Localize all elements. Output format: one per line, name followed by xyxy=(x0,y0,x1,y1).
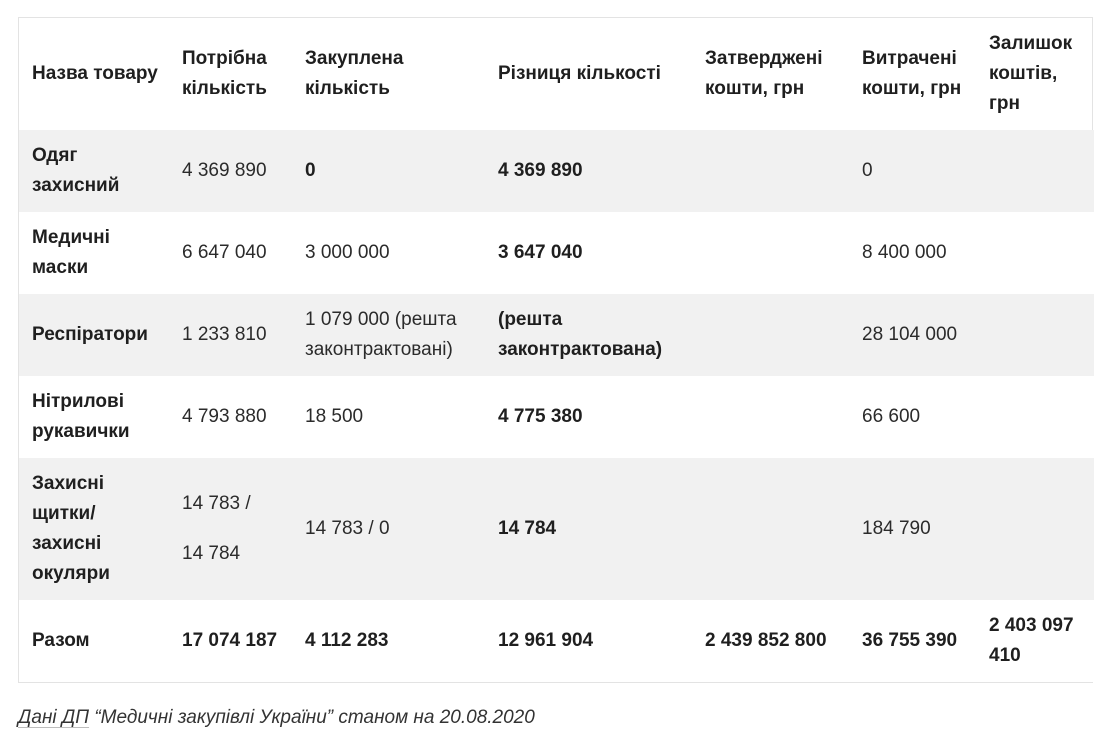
source-link[interactable]: Дані ДП xyxy=(18,707,90,728)
cell-approved-funds xyxy=(692,376,849,458)
cell-qty-difference: 3 647 040 xyxy=(498,242,583,263)
cell-approved-funds xyxy=(692,130,849,212)
cell-remaining-funds xyxy=(976,212,1094,294)
table-header-row: Назва товару Потрібна кількість Закуплен… xyxy=(19,18,1094,130)
cell-approved-funds xyxy=(692,458,849,600)
cell-needed-qty: 1 233 810 xyxy=(182,324,267,345)
header-remaining-funds: Залишок коштів, грн xyxy=(989,33,1073,114)
cell-needed-qty: 4 369 890 xyxy=(182,160,267,181)
cell-total-qty-difference: 12 961 904 xyxy=(498,630,594,651)
needed-qty-stack: 14 783 / 14 784 xyxy=(182,489,284,569)
cell-purchased-qty: 0 xyxy=(305,160,316,181)
cell-product-name: Медичні маски xyxy=(32,227,110,278)
table-total-row: Разом 17 074 187 4 112 283 12 961 904 2 … xyxy=(19,600,1094,682)
cell-purchased-qty: 14 783 / 0 xyxy=(305,518,390,539)
caption-text: “Медичні закупівлі України” станом на 20… xyxy=(89,707,535,728)
table-row: Респіратори 1 233 810 1 079 000 (решта з… xyxy=(19,294,1094,376)
header-approved-funds: Затверджені кошти, грн xyxy=(705,48,823,99)
table-caption: Дані ДП “Медичні закупівлі України” стан… xyxy=(18,703,535,733)
cell-total-spent-funds: 36 755 390 xyxy=(862,630,958,651)
needed-qty-line-1: 14 783 / xyxy=(182,493,251,514)
procurement-table-container: Назва товару Потрібна кількість Закуплен… xyxy=(18,17,1094,683)
cell-spent-funds: 8 400 000 xyxy=(862,242,947,263)
table-row: Медичні маски 6 647 040 3 000 000 3 647 … xyxy=(19,212,1094,294)
cell-remaining-funds xyxy=(976,130,1094,212)
cell-total-label: Разом xyxy=(32,630,90,651)
table-row: Одяг захисний 4 369 890 0 4 369 890 0 xyxy=(19,130,1094,212)
header-purchased-qty: Закуплена кількість xyxy=(305,48,404,99)
cell-needed-qty: 6 647 040 xyxy=(182,242,267,263)
header-spent-funds: Витрачені кошти, грн xyxy=(862,48,962,99)
needed-qty-line-2: 14 784 xyxy=(182,543,241,564)
cell-spent-funds: 184 790 xyxy=(862,518,931,539)
cell-spent-funds: 28 104 000 xyxy=(862,324,958,345)
cell-total-remaining-funds: 2 403 097 410 xyxy=(989,615,1074,666)
cell-approved-funds xyxy=(692,294,849,376)
header-qty-difference: Різниця кількості xyxy=(498,63,661,84)
header-needed-qty: Потрібна кількість xyxy=(182,48,267,99)
procurement-table: Назва товару Потрібна кількість Закуплен… xyxy=(19,18,1094,682)
cell-product-name: Нітрилові рукавички xyxy=(32,391,130,442)
cell-purchased-qty: 3 000 000 xyxy=(305,242,390,263)
cell-spent-funds: 0 xyxy=(862,160,873,181)
cell-qty-difference: 4 775 380 xyxy=(498,406,583,427)
cell-product-name: Захисні щитки/ захисні окуляри xyxy=(32,473,110,584)
header-product-name: Назва товару xyxy=(32,63,158,84)
table-row: Нітрилові рукавички 4 793 880 18 500 4 7… xyxy=(19,376,1094,458)
cell-needed-qty: 14 783 / 14 784 xyxy=(169,458,292,600)
cell-qty-difference: (решта законтрактована) xyxy=(498,309,663,360)
cell-purchased-qty: 1 079 000 (решта законтрактовані) xyxy=(305,309,457,360)
cell-total-needed-qty: 17 074 187 xyxy=(182,630,278,651)
cell-spent-funds: 66 600 xyxy=(862,406,921,427)
cell-product-name: Одяг захисний xyxy=(32,145,120,196)
cell-purchased-qty: 18 500 xyxy=(305,406,364,427)
cell-approved-funds xyxy=(692,212,849,294)
cell-product-name: Респіратори xyxy=(32,324,148,345)
cell-qty-difference: 4 369 890 xyxy=(498,160,583,181)
cell-remaining-funds xyxy=(976,458,1094,600)
cell-total-approved-funds: 2 439 852 800 xyxy=(705,630,827,651)
cell-remaining-funds xyxy=(976,376,1094,458)
cell-remaining-funds xyxy=(976,294,1094,376)
cell-qty-difference: 14 784 xyxy=(498,518,557,539)
cell-needed-qty: 4 793 880 xyxy=(182,406,267,427)
table-row: Захисні щитки/ захисні окуляри 14 783 / … xyxy=(19,458,1094,600)
cell-total-purchased-qty: 4 112 283 xyxy=(305,630,389,651)
